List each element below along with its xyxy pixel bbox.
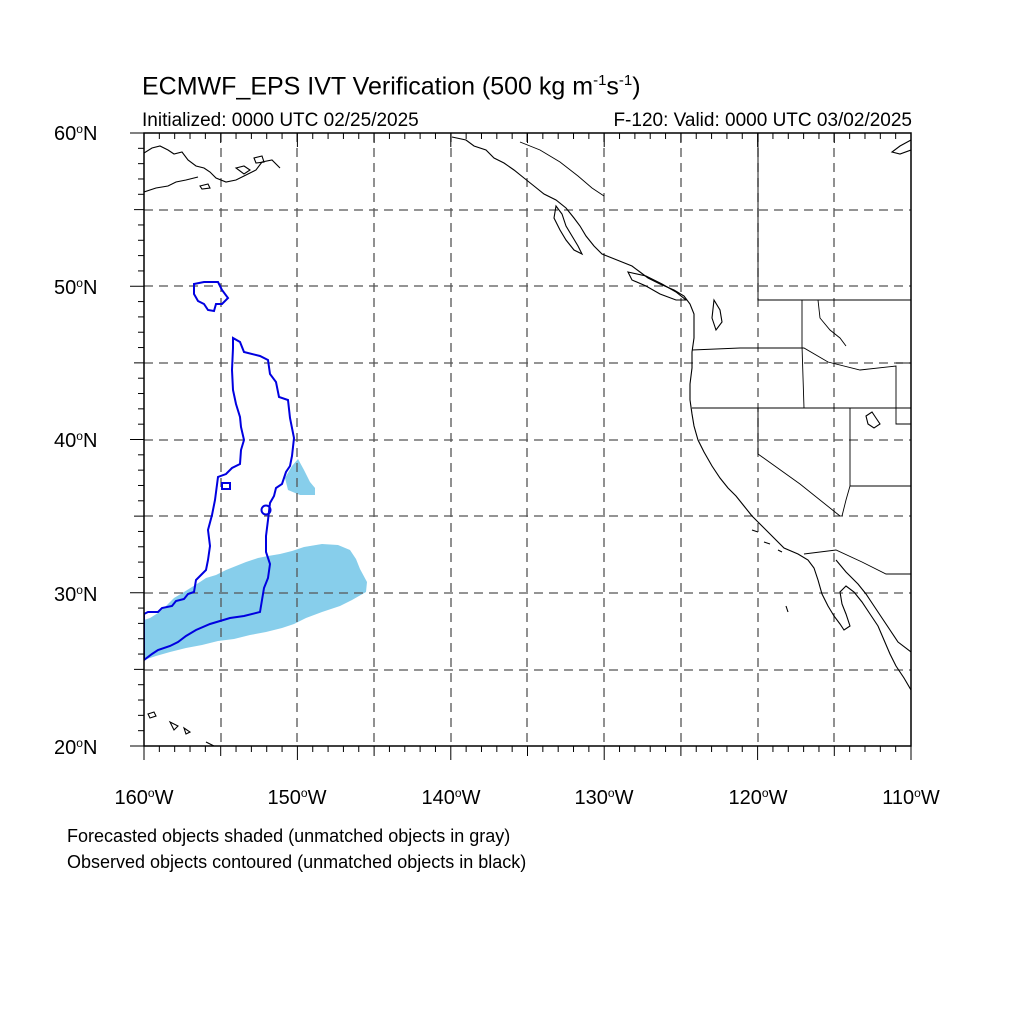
political-borders xyxy=(519,133,911,575)
lat-label-30: 30oN xyxy=(54,583,98,606)
alaska-coast xyxy=(144,145,281,193)
lat-label-20: 20oN xyxy=(54,736,98,759)
alaska-islands xyxy=(199,155,265,190)
observed-object-north xyxy=(193,281,230,313)
observed-object-small-b xyxy=(260,504,272,516)
forecast-object-north xyxy=(285,459,315,495)
lon-label-120w: 120oW xyxy=(728,786,788,809)
na-coast xyxy=(451,136,911,691)
legend-forecast: Forecasted objects shaded (unmatched obj… xyxy=(67,826,511,846)
lat-label-60: 60oN xyxy=(54,122,98,145)
valid-time: F-120: Valid: 0000 UTC 03/02/2025 xyxy=(613,110,912,131)
map-title: ECMWF_EPS IVT Verification (500 kg m-1s-… xyxy=(142,72,641,101)
lon-label-130w: 130oW xyxy=(574,786,634,809)
forecast-objects xyxy=(144,459,367,660)
map-frame xyxy=(130,132,912,760)
california-islands xyxy=(751,529,789,613)
initialized-time: Initialized: 0000 UTC 02/25/2025 xyxy=(142,110,419,131)
bc-islands xyxy=(553,204,723,332)
east-edge-coast xyxy=(890,139,911,155)
coastlines xyxy=(144,136,911,746)
observed-object-small-a xyxy=(221,482,231,490)
observed-object-main xyxy=(144,336,296,662)
lon-label-140w: 140oW xyxy=(421,786,481,809)
gulf-of-california-east xyxy=(835,559,911,653)
lat-label-40: 40oN xyxy=(54,429,98,452)
lat-label-50: 50oN xyxy=(54,276,98,299)
lake xyxy=(865,411,881,429)
hawaii-islands xyxy=(147,711,215,746)
lon-label-110w: 110oW xyxy=(882,786,940,809)
forecast-object-main xyxy=(144,544,367,660)
lon-label-160w: 160oW xyxy=(114,786,174,809)
graticule xyxy=(144,133,911,746)
observed-objects xyxy=(144,281,296,662)
legend-observed: Observed objects contoured (unmatched ob… xyxy=(67,852,527,872)
lon-label-150w: 150oW xyxy=(267,786,327,809)
